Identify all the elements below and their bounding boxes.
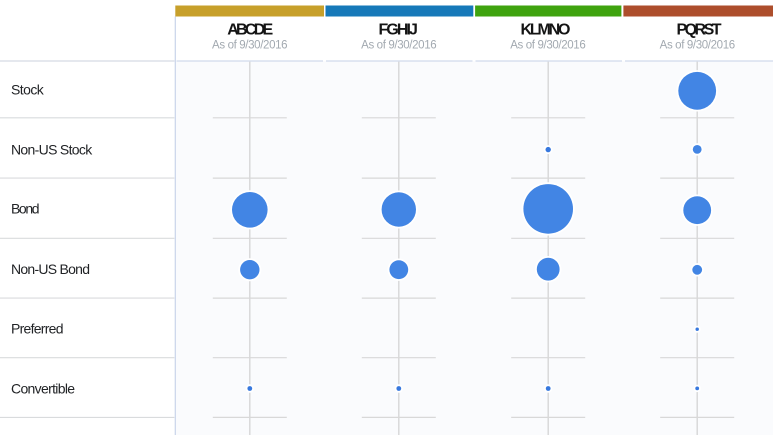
svg-text:Non-US Bond: Non-US Bond [11,261,90,277]
svg-text:Non-US Stock: Non-US Stock [11,141,93,157]
svg-text:As of 9/30/2016: As of 9/30/2016 [510,40,586,52]
svg-text:Preferred: Preferred [11,321,64,337]
svg-text:As of 9/30/2016: As of 9/30/2016 [212,40,287,52]
svg-text:Bond: Bond [11,201,40,217]
svg-text:As of 9/30/2016: As of 9/30/2016 [660,40,736,52]
svg-text:KLMNO: KLMNO [521,22,571,39]
svg-text:Convertible: Convertible [11,381,75,397]
svg-text:PQRST: PQRST [677,22,722,39]
svg-text:FGHIJ: FGHIJ [378,22,418,39]
svg-text:ABCDE: ABCDE [227,22,273,39]
svg-text:As of 9/30/2016: As of 9/30/2016 [361,40,437,52]
svg-text:Stock: Stock [11,81,45,97]
